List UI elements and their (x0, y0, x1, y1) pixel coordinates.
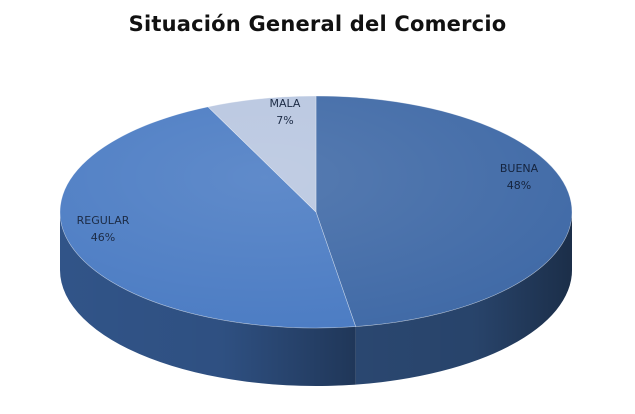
pie-top-shine (60, 96, 572, 328)
pie-top-layer (59, 95, 573, 329)
pie-side-shade-regular (60, 212, 356, 387)
chart-title: Situación General del Comercio (128, 12, 507, 36)
slice-label-buena: BUENA (500, 162, 539, 175)
slice-value-buena: 48% (507, 179, 531, 192)
pie-side-layer (60, 212, 572, 387)
slice-value-mala: 7% (276, 114, 293, 127)
slice-value-regular: 46% (91, 231, 115, 244)
slice-label-mala: MALA (270, 97, 301, 110)
pie-label-layer: BUENA 48% REGULAR 46% MALA 7% (77, 97, 539, 244)
pie-side-shade-buena (355, 212, 572, 385)
slice-label-regular: REGULAR (77, 214, 130, 227)
